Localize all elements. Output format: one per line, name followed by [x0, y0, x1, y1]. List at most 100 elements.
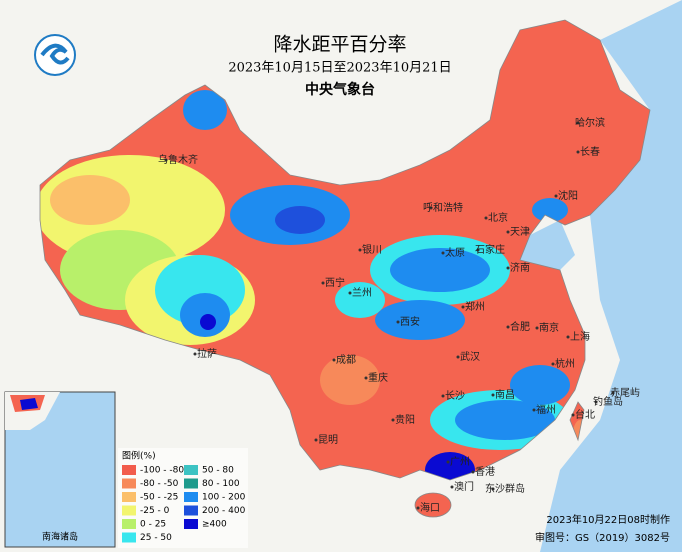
city-dot — [476, 248, 480, 252]
inset: 南海诸岛 — [4, 391, 116, 548]
city-dot — [594, 400, 598, 404]
legend-label: 50 - 80 — [202, 466, 234, 476]
city-dot — [551, 362, 555, 366]
legend-label: ≥400 — [202, 520, 227, 530]
city-label: 钓鱼岛 — [593, 395, 623, 408]
city-label: 重庆 — [368, 371, 388, 384]
city-label: 福州 — [536, 403, 556, 416]
city-dot — [164, 158, 168, 162]
city-label: 南昌 — [495, 388, 515, 401]
city-dot — [332, 358, 336, 362]
city-dot — [576, 121, 580, 125]
city-label: 长沙 — [445, 390, 465, 402]
city-dot — [314, 438, 318, 442]
city-dot — [506, 230, 510, 234]
city-label: 海口 — [420, 501, 440, 514]
footer-approval: 审图号：GS（2019）3082号 — [535, 531, 670, 544]
legend-title: 图例(%) — [122, 450, 156, 462]
city-label: 杭州 — [555, 357, 575, 370]
city-dot — [446, 460, 450, 464]
city-label: 沈阳 — [558, 189, 578, 202]
city-dot — [461, 305, 465, 309]
legend: -100 - -80 -80 - -50 -50 - -25 -25 - 0 0 - 2… — [122, 465, 246, 543]
city-label: 上海 — [570, 330, 590, 343]
city-dot — [571, 413, 575, 417]
city-dot — [491, 487, 495, 491]
city-dot — [416, 506, 420, 510]
city-label: 贵阳 — [395, 413, 415, 426]
legend-swatch — [122, 492, 136, 502]
city-label: 北京 — [488, 211, 508, 224]
sea — [540, 0, 682, 552]
city-dot — [441, 394, 445, 398]
city-dot — [491, 393, 495, 397]
city-label: 西安 — [400, 315, 420, 328]
city-dot — [441, 251, 445, 255]
legend-label: 25 - 50 — [140, 533, 172, 543]
legend-swatch — [122, 532, 136, 543]
city-label: 兰州 — [352, 286, 372, 299]
legend-swatch — [122, 505, 136, 516]
city-label: 郑州 — [465, 300, 485, 313]
city-label: 南京 — [539, 321, 559, 334]
city-dot — [396, 320, 400, 324]
inset-label: 南海诸岛 — [42, 531, 78, 543]
legend-box — [118, 448, 248, 548]
legend-swatch — [184, 519, 198, 529]
city-dot — [321, 281, 325, 285]
city-dot — [532, 408, 536, 412]
legend-label: 0 - 25 — [140, 520, 166, 530]
city-label: 西宁 — [325, 276, 345, 289]
city-label: 济南 — [510, 261, 530, 274]
city-label: 广州 — [450, 456, 470, 468]
city-label: 台北 — [575, 408, 595, 421]
city-label: 赤尾屿 — [610, 387, 640, 399]
city-dot — [554, 194, 558, 198]
city-label: 拉萨 — [197, 347, 217, 360]
city-dot — [535, 326, 539, 330]
city-dot — [456, 355, 460, 359]
city-dot — [484, 216, 488, 220]
city-label: 天津 — [510, 226, 530, 238]
legend-label: -50 - -25 — [140, 493, 178, 503]
city-label: 武汉 — [460, 350, 480, 363]
city-label: 昆明 — [318, 434, 338, 446]
city-dot — [358, 248, 362, 252]
title: 降水距平百分率 — [273, 34, 406, 56]
legend-swatch — [184, 465, 198, 475]
city-label: 呼和浩特 — [423, 202, 463, 214]
organization: 中央气象台 — [305, 81, 375, 98]
city-dot — [471, 470, 475, 474]
legend-swatch — [184, 492, 198, 502]
legend-swatch — [184, 478, 198, 489]
legend-swatch — [122, 465, 136, 475]
city-dot — [391, 418, 395, 422]
city-label: 澳门 — [454, 480, 474, 493]
city-dot — [611, 391, 615, 395]
city-label: 乌鲁木齐 — [158, 153, 198, 166]
city-dot — [429, 206, 433, 210]
city-dot — [576, 150, 580, 154]
legend-swatch — [122, 519, 136, 529]
city-dot — [566, 335, 570, 339]
city-dot — [348, 291, 352, 295]
city-label: 石家庄 — [475, 243, 505, 256]
legend-label: -80 - -50 — [140, 479, 179, 489]
city-label: 哈尔滨 — [575, 116, 605, 129]
legend-label: 100 - 200 — [202, 493, 246, 503]
legend-label: 200 - 400 — [202, 506, 246, 516]
footer-made: 2023年10月22日08时制作 — [546, 513, 670, 526]
city-label: 合肥 — [510, 320, 530, 333]
legend-swatch — [184, 505, 198, 516]
city-dot — [364, 376, 368, 380]
city-label: 太原 — [445, 246, 465, 259]
city-dot — [506, 325, 510, 329]
subtitle: 2023年10月15日至2023年10月21日 — [228, 61, 451, 76]
city-label: 东沙群岛 — [485, 482, 525, 495]
city-label: 长春 — [580, 146, 600, 158]
city-dot — [193, 352, 197, 356]
logo — [34, 34, 76, 76]
city-dot — [450, 485, 454, 489]
